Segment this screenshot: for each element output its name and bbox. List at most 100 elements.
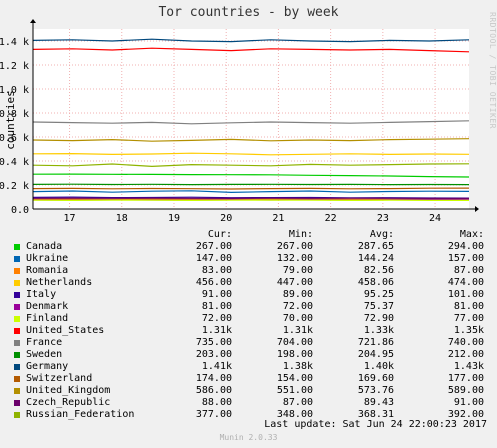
y-axis-arrow xyxy=(30,19,36,23)
legend-min: 154.00 xyxy=(276,373,313,384)
legend-series-name: Sweden xyxy=(26,349,63,360)
legend-avg: 169.60 xyxy=(357,373,394,384)
legend-avg: 287.65 xyxy=(357,241,394,252)
legend-max: 177.00 xyxy=(447,373,484,384)
legend-series-name: Finland xyxy=(26,313,69,324)
y-tick-label: 0.4 k xyxy=(0,157,29,168)
legend-series-name: United_States xyxy=(26,325,105,336)
legend-cur: 267.00 xyxy=(195,241,232,252)
legend-cur: 174.00 xyxy=(195,373,232,384)
legend-swatch xyxy=(14,280,20,286)
x-tick-label: 21 xyxy=(272,213,284,224)
legend-max: 740.00 xyxy=(447,337,484,348)
legend-max: 294.00 xyxy=(447,241,484,252)
x-tick-label: 23 xyxy=(377,213,389,224)
legend-swatch xyxy=(14,376,20,382)
y-tick-label: 0.0 xyxy=(11,205,29,216)
legend-max: 212.00 xyxy=(447,349,484,360)
legend-min: 1.31k xyxy=(282,325,313,336)
legend-min: 447.00 xyxy=(276,277,313,288)
chart-title: Tor countries - by week xyxy=(158,5,339,20)
legend-max: 1.43k xyxy=(453,361,484,372)
series-line-ukraine xyxy=(32,190,470,194)
legend-min: 79.00 xyxy=(282,265,313,276)
legend-swatch xyxy=(14,388,20,394)
rrdtool-credit: RRDTOOL / TOBI OETIKER xyxy=(488,12,497,129)
legend-min: 704.00 xyxy=(276,337,313,348)
legend-swatch xyxy=(14,400,20,406)
legend-series-name: Czech_Republic xyxy=(26,397,111,408)
y-tick-label: 0.8 k xyxy=(0,109,29,120)
legend-avg: 721.86 xyxy=(357,337,394,348)
plot-area xyxy=(33,29,469,209)
x-tick-label: 19 xyxy=(168,213,180,224)
legend-cur: 735.00 xyxy=(195,337,232,348)
legend-cur: 1.31k xyxy=(201,325,232,336)
legend-series-name: Ukraine xyxy=(26,253,69,264)
x-tick-label: 17 xyxy=(64,213,76,224)
legend-avg: 573.76 xyxy=(357,385,394,396)
legend-min: 72.00 xyxy=(282,301,313,312)
legend-swatch xyxy=(14,316,20,322)
legend-series-name: Canada xyxy=(26,241,63,252)
legend-header-avg: Avg: xyxy=(369,229,394,240)
legend-series-name: United_Kingdom xyxy=(26,385,111,396)
legend-series-name: Russian_Federation xyxy=(26,409,135,420)
legend-series-name: Switzerland xyxy=(26,373,93,384)
legend-avg: 95.25 xyxy=(363,289,394,300)
x-axis-arrow xyxy=(475,206,479,212)
legend-avg: 1.40k xyxy=(363,361,394,372)
legend-series-name: Romania xyxy=(26,265,69,276)
legend-series-name: Germany xyxy=(26,361,69,372)
legend-min: 348.00 xyxy=(276,409,313,420)
series-line-united-kingdom xyxy=(32,138,470,142)
legend-cur: 456.00 xyxy=(195,277,232,288)
x-tick-label: 24 xyxy=(429,213,441,224)
y-tick-label: 0.2 k xyxy=(0,181,29,192)
legend-swatch xyxy=(14,292,20,298)
legend-max: 1.35k xyxy=(453,325,484,336)
legend-min: 70.00 xyxy=(282,313,313,324)
legend-swatch xyxy=(14,268,20,274)
legend-cur: 147.00 xyxy=(195,253,232,264)
legend-max: 77.00 xyxy=(453,313,484,324)
legend-avg: 458.06 xyxy=(357,277,394,288)
x-tick-label: 20 xyxy=(220,213,232,224)
legend-min: 132.00 xyxy=(276,253,313,264)
legend-max: 157.00 xyxy=(447,253,484,264)
legend-max: 91.00 xyxy=(453,397,484,408)
x-tick-label: 22 xyxy=(325,213,337,224)
legend-cur: 586.00 xyxy=(195,385,232,396)
legend-avg: 82.56 xyxy=(363,265,394,276)
legend-swatch xyxy=(14,412,20,418)
legend-cur: 377.00 xyxy=(195,409,232,420)
axes: 0.0 0.2 k 0.4 k 0.6 k 0.8 k 1.0 k 1.2 k 1.4 k 17… xyxy=(0,19,479,224)
legend-swatch xyxy=(14,328,20,334)
legend-avg: 75.37 xyxy=(363,301,394,312)
legend-swatch xyxy=(14,340,20,346)
legend-cur: 81.00 xyxy=(201,301,232,312)
legend-avg: 1.33k xyxy=(363,325,394,336)
legend-max: 87.00 xyxy=(453,265,484,276)
legend-header-max: Max: xyxy=(459,229,484,240)
legend-header-min: Min: xyxy=(288,229,313,240)
legend-swatch xyxy=(14,256,20,262)
legend-min: 267.00 xyxy=(276,241,313,252)
legend-max: 101.00 xyxy=(447,289,484,300)
legend-cur: 83.00 xyxy=(201,265,232,276)
legend-avg: 89.43 xyxy=(363,397,394,408)
legend-avg: 72.90 xyxy=(363,313,394,324)
legend-max: 474.00 xyxy=(447,277,484,288)
legend-avg: 368.31 xyxy=(357,409,394,420)
x-tick-label: 18 xyxy=(116,213,128,224)
y-tick-label: 1.0 k xyxy=(0,85,29,96)
y-tick-label: 0.6 k xyxy=(0,133,29,144)
y-tick-label: 1.4 k xyxy=(0,37,29,48)
legend-cur: 88.00 xyxy=(201,397,232,408)
legend-header-cur: Cur: xyxy=(207,229,232,240)
legend-avg: 144.24 xyxy=(357,253,394,264)
series-line-switzerland xyxy=(32,187,470,190)
series-line-united-states xyxy=(32,47,470,53)
legend-series-name: Italy xyxy=(26,289,57,300)
legend-max: 392.00 xyxy=(447,409,484,420)
